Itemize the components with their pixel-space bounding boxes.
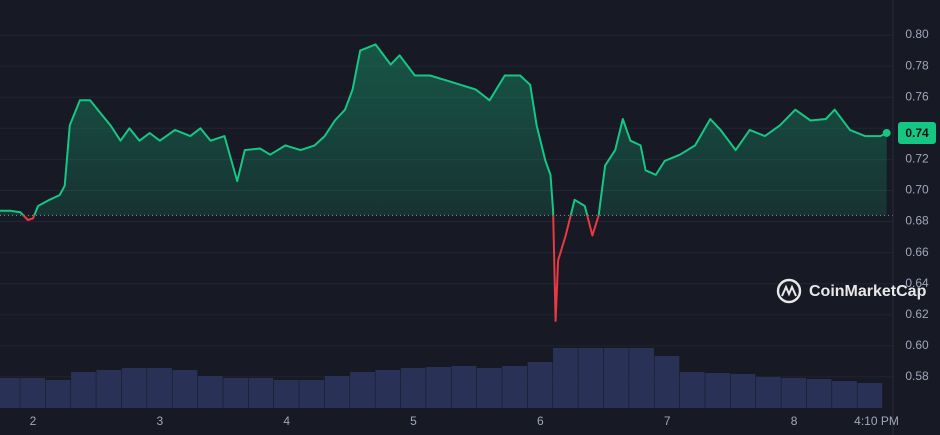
x-tick-label: 8 (791, 414, 798, 428)
volume-bar (197, 376, 223, 408)
volume-bar (781, 378, 807, 408)
price-area (0, 44, 887, 216)
volume-bar (223, 378, 249, 408)
x-tick-label: 6 (537, 414, 544, 428)
y-tick-label: 0.78 (905, 58, 929, 72)
x-tick-label: 2 (30, 414, 37, 428)
last-point (882, 128, 891, 137)
volume-bar (832, 381, 857, 408)
watermark: CoinMarketCap (809, 283, 927, 300)
volume-bar (350, 372, 375, 408)
y-tick-label: 0.66 (905, 245, 929, 259)
volume-bar (147, 368, 172, 408)
y-tick-label: 0.70 (905, 183, 929, 197)
volume-bar (629, 348, 654, 408)
y-tick-label: 0.62 (905, 307, 929, 321)
volume-bar (324, 376, 350, 408)
watermark-logo-mark (781, 284, 797, 297)
volume-bar (578, 348, 604, 408)
volume-bar (451, 366, 477, 408)
volume-bar (476, 368, 502, 408)
volume-bar (96, 370, 122, 408)
volume-bar (603, 348, 629, 408)
volume-bar (756, 377, 781, 408)
volume-bar (299, 380, 325, 408)
volume-bar (248, 378, 274, 408)
volume-bar (426, 367, 451, 408)
volume-bar (172, 370, 198, 408)
volume-bar (20, 378, 46, 408)
volume-bar (71, 372, 96, 408)
y-tick-label: 0.58 (905, 369, 929, 383)
x-tick-label: 3 (156, 414, 163, 428)
volume-bar (273, 380, 299, 408)
y-tick-label: 0.64 (905, 276, 929, 290)
watermark-group: CoinMarketCap (776, 278, 927, 304)
volume-bar (857, 383, 883, 408)
y-tick-label: 0.60 (905, 338, 929, 352)
current-price-box (898, 121, 936, 144)
volume-bar (0, 378, 20, 408)
volume-bar (375, 370, 401, 408)
volume-bar (45, 380, 71, 408)
current-price-label: 0.74 (905, 126, 929, 140)
volume-bar (806, 379, 832, 408)
y-tick-label: 0.76 (905, 89, 929, 103)
y-tick-label: 0.72 (905, 152, 929, 166)
watermark-logo (776, 278, 802, 304)
volume-bar (553, 348, 578, 408)
x-tick-label: 4:10 PM (854, 414, 899, 428)
volume-bar (730, 374, 756, 408)
volume-bar (679, 372, 705, 408)
x-tick-label: 7 (664, 414, 671, 428)
volume-bar (705, 373, 731, 408)
y-tick-label: 0.68 (905, 214, 929, 228)
volume-bar (502, 366, 528, 408)
x-tick-label: 5 (410, 414, 417, 428)
volume-bar (121, 368, 147, 408)
x-tick-label: 4 (283, 414, 290, 428)
price-line-up (0, 43, 888, 216)
volume-bar (400, 368, 426, 408)
y-tick-label: 0.80 (905, 27, 929, 41)
volume-bar (527, 362, 553, 408)
plot-layer (0, 34, 893, 408)
volume-bar (654, 356, 680, 408)
